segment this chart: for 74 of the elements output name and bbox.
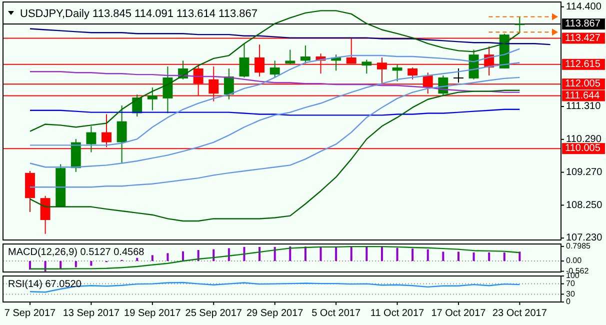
ref-line-label: 113.867 (565, 18, 601, 30)
bar (60, 261, 62, 269)
text: USDJPY,Daily 113.845 114.091 113.614 113.867 (20, 8, 258, 20)
chart-title: MACD(12,26,9) 0.5127 0.4568 (8, 247, 145, 258)
bar (518, 252, 521, 262)
bar (426, 249, 429, 262)
y-tick-label: 70 (566, 278, 576, 288)
candlestick (270, 60, 280, 78)
bar (335, 246, 338, 262)
bar (412, 248, 414, 262)
bar (74, 261, 77, 268)
line-series (29, 28, 551, 46)
candlestick (408, 66, 418, 80)
y-tick-label: 109.270 (566, 166, 603, 178)
ref-line-label: 110.005 (565, 143, 601, 154)
y-tick-label: 114.400 (566, 1, 602, 12)
bar (442, 252, 444, 262)
y-tick-label: 111.310 (566, 101, 602, 112)
y-tick-label: 110.290 (566, 134, 602, 146)
x-tick-label: 25 Sep 2017 (185, 308, 242, 319)
candlestick (514, 16, 525, 33)
ref-line-label: 111.644 (565, 90, 600, 102)
x-tick-label: 5 Oct 2017 (312, 308, 361, 319)
x-tick-label: 23 Oct 2017 (492, 308, 548, 319)
bar (29, 261, 31, 270)
y-tick-label: 107.230 (566, 232, 603, 244)
candlestick (224, 68, 234, 100)
x-tick-label: 19 Sep 2017 (124, 308, 182, 319)
candlestick (362, 59, 372, 74)
x-tick-label: 7 Sep 2017 (4, 308, 56, 319)
ref-line-label: 113.427 (565, 32, 601, 44)
line-series (29, 48, 520, 146)
bar (151, 255, 154, 262)
bar (472, 252, 475, 262)
x-tick-label: 17 Oct 2017 (431, 308, 486, 319)
y-tick-label: 30 (566, 289, 576, 298)
bar (366, 246, 368, 262)
bar (44, 261, 46, 272)
candlestick (116, 105, 127, 164)
candlestick (285, 49, 296, 66)
bar (182, 251, 184, 262)
candlestick (40, 195, 50, 234)
y-tick-label: 0 (566, 297, 571, 306)
bar (228, 248, 230, 262)
bar (258, 246, 261, 262)
bar (380, 246, 383, 262)
bar (136, 258, 138, 262)
candlestick (147, 86, 158, 111)
bar (488, 252, 490, 262)
ref-line-label: 112.005 (565, 78, 601, 90)
y-tick-label: 0.00 (566, 256, 582, 266)
y-tick-label: 0.7985 (566, 242, 592, 251)
bar (457, 252, 460, 262)
candlestick (86, 126, 96, 153)
x-tick-label: 29 Sep 2017 (246, 308, 304, 319)
ref-line-label: 112.615 (565, 59, 601, 70)
candlestick (300, 45, 310, 64)
candlestick (239, 43, 250, 78)
candlestick (162, 66, 173, 114)
bar (304, 246, 306, 262)
bar (396, 248, 398, 262)
bar (243, 246, 246, 262)
bar (197, 250, 200, 262)
bar (274, 246, 276, 262)
candlestick (454, 68, 464, 84)
x-tick-label: 13 Sep 2017 (62, 308, 120, 319)
bar (350, 246, 352, 262)
bar (166, 253, 169, 262)
chart-title: RSI(14) 67.0520 (8, 279, 82, 290)
bar (503, 252, 506, 262)
bar (90, 261, 92, 266)
y-tick-label: 108.250 (566, 200, 603, 211)
x-tick-label: 11 Oct 2017 (370, 308, 425, 319)
bar (320, 246, 322, 262)
